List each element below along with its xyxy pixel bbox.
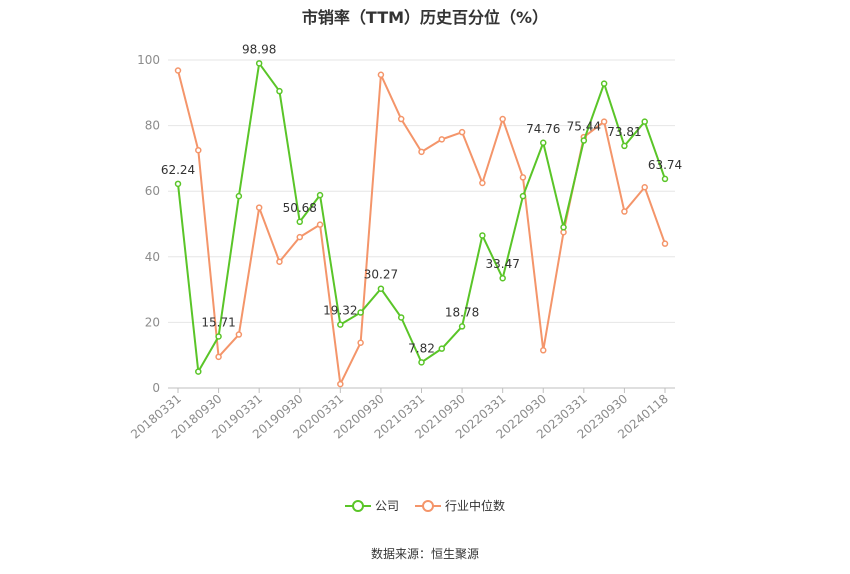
data-point bbox=[479, 179, 486, 187]
data-label: 19.32 bbox=[323, 304, 357, 318]
legend-label: 行业中位数 bbox=[445, 499, 506, 513]
data-point bbox=[600, 80, 608, 87]
data-point bbox=[540, 347, 547, 354]
data-point bbox=[296, 233, 303, 241]
y-tick-label: 80 bbox=[145, 119, 160, 133]
data-point bbox=[600, 118, 608, 125]
data-point bbox=[438, 345, 446, 352]
data-point bbox=[438, 136, 446, 143]
data-point bbox=[357, 339, 364, 346]
data-label: 7.82 bbox=[408, 341, 435, 355]
data-label: 50.68 bbox=[283, 201, 317, 215]
data-label: 75.44 bbox=[567, 120, 601, 134]
data-label: 74.76 bbox=[526, 122, 560, 136]
data-point bbox=[215, 333, 222, 340]
y-tick-label: 20 bbox=[145, 315, 160, 329]
grid-lines bbox=[168, 59, 675, 323]
data-point bbox=[641, 184, 648, 191]
data-point bbox=[215, 353, 222, 361]
data-point bbox=[661, 175, 669, 183]
data-point bbox=[458, 128, 466, 136]
chart-title: 市销率（TTM）历史百分位（%） bbox=[301, 8, 549, 27]
y-tick-label: 0 bbox=[152, 381, 160, 395]
data-point bbox=[479, 232, 486, 239]
data-source: 数据来源：恒生聚源 bbox=[370, 547, 479, 561]
data-point bbox=[641, 118, 648, 125]
legend-item[interactable]: 行业中位数 bbox=[415, 497, 505, 514]
data-point bbox=[195, 368, 202, 375]
y-tick-label: 60 bbox=[145, 184, 160, 198]
legend-swatch bbox=[344, 499, 371, 513]
data-point bbox=[255, 204, 263, 211]
legend-item[interactable]: 公司 bbox=[344, 497, 399, 514]
data-label: 62.24 bbox=[161, 163, 195, 177]
data-point bbox=[316, 221, 324, 228]
data-point bbox=[255, 60, 263, 67]
data-point bbox=[519, 174, 527, 181]
series-line bbox=[177, 62, 666, 373]
data-point bbox=[296, 218, 303, 226]
data-point bbox=[621, 208, 628, 215]
data-point bbox=[337, 321, 344, 328]
data-label: 98.98 bbox=[242, 42, 276, 56]
data-labels: 62.24 15.71 98.98 50.68 19.32 30.27 7.82 18.78 3… bbox=[161, 42, 682, 355]
legend-label: 公司 bbox=[374, 499, 399, 513]
data-point bbox=[560, 224, 567, 231]
y-tick-label: 100 bbox=[137, 53, 160, 67]
y-tick-label: 40 bbox=[145, 250, 160, 264]
data-point bbox=[316, 191, 324, 199]
data-point bbox=[540, 139, 547, 147]
data-point bbox=[397, 314, 405, 321]
data-point bbox=[418, 359, 425, 366]
data-label: 73.81 bbox=[607, 125, 641, 139]
data-point bbox=[621, 142, 628, 150]
data-label: 15.71 bbox=[201, 315, 235, 329]
data-point bbox=[661, 240, 669, 247]
data-point bbox=[519, 192, 527, 200]
legend-swatch bbox=[415, 499, 441, 513]
data-point bbox=[276, 258, 283, 265]
data-point bbox=[195, 146, 202, 154]
data-point bbox=[276, 87, 283, 95]
data-point bbox=[235, 192, 243, 200]
data-point bbox=[377, 71, 385, 79]
data-point bbox=[397, 115, 405, 123]
legend: 公司 行业中位数 bbox=[0, 497, 850, 514]
series-lines bbox=[174, 60, 669, 388]
data-label: 33.47 bbox=[485, 257, 519, 271]
data-label: 30.27 bbox=[364, 268, 398, 282]
data-point bbox=[499, 274, 506, 282]
data-label: 63.74 bbox=[648, 158, 682, 172]
data-point bbox=[174, 180, 182, 188]
data-point bbox=[174, 67, 182, 74]
data-point bbox=[580, 137, 588, 144]
data-point bbox=[337, 380, 344, 388]
data-point bbox=[235, 331, 243, 338]
axes: 0204060801002018033120180930201903312019… bbox=[128, 53, 675, 442]
data-point bbox=[418, 148, 425, 156]
data-point bbox=[499, 115, 506, 123]
data-label: 18.78 bbox=[445, 305, 479, 319]
data-point bbox=[357, 309, 364, 316]
data-point bbox=[458, 323, 466, 330]
data-point bbox=[377, 285, 385, 292]
